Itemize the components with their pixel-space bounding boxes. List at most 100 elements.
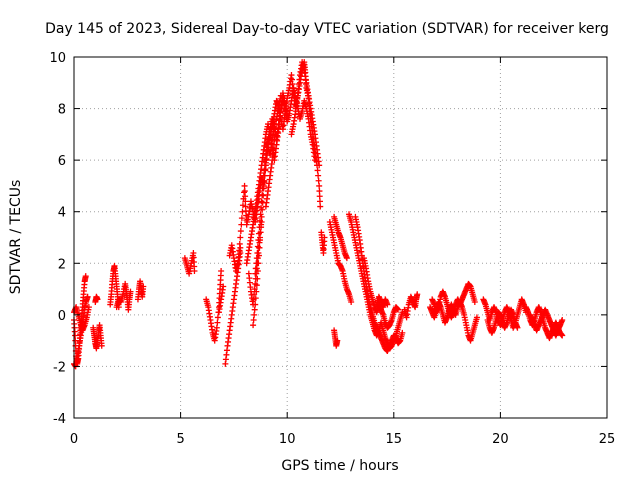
- x-tick-label: 15: [386, 432, 403, 447]
- data-point: [348, 298, 355, 305]
- data-point: [250, 296, 257, 303]
- data-point: [236, 240, 243, 247]
- data-point: [270, 146, 277, 153]
- data-point: [238, 221, 245, 228]
- data-point: [237, 234, 244, 241]
- data-point: [252, 275, 259, 282]
- data-point: [238, 215, 245, 222]
- data-point: [315, 172, 322, 179]
- data-point: [395, 306, 402, 313]
- data-point: [256, 239, 263, 246]
- data-point: [262, 166, 269, 173]
- data-point: [242, 198, 249, 205]
- y-tick-label: 10: [49, 51, 66, 66]
- x-tick-label: 20: [492, 432, 509, 447]
- y-tick-label: 6: [58, 154, 66, 169]
- data-point: [277, 92, 284, 99]
- data-point: [253, 265, 260, 272]
- data-point: [258, 213, 265, 220]
- x-tick-label: 5: [176, 432, 184, 447]
- data-point: [261, 179, 268, 186]
- data-point: [72, 332, 79, 339]
- data-point: [255, 249, 262, 256]
- data-point: [191, 268, 198, 275]
- data-point: [259, 206, 266, 213]
- data-point: [316, 188, 323, 195]
- plot-frame: [73, 56, 608, 419]
- x-tick-label: 0: [70, 432, 78, 447]
- y-tick-label: 0: [58, 309, 66, 324]
- data-point: [258, 224, 265, 231]
- y-tick-label: -4: [53, 412, 66, 427]
- data-point: [314, 167, 321, 174]
- data-point: [94, 296, 101, 303]
- y-axis-label: SDTVAR / TECUs: [8, 180, 24, 295]
- data-point: [127, 288, 134, 295]
- data-point: [315, 177, 322, 184]
- data-point: [250, 322, 257, 329]
- y-tick-label: 2: [58, 257, 66, 272]
- data-point: [250, 317, 257, 324]
- data-point: [316, 198, 323, 205]
- data-point: [220, 283, 227, 290]
- data-point: [559, 317, 566, 324]
- data-point: [273, 121, 280, 128]
- data-point: [270, 141, 277, 148]
- data-point: [140, 283, 147, 290]
- data-point: [414, 291, 421, 298]
- data-point: [241, 182, 248, 189]
- data-point: [317, 203, 324, 210]
- data-point: [316, 162, 323, 169]
- data-point: [384, 301, 391, 308]
- data-point: [82, 273, 89, 280]
- data-point: [251, 286, 258, 293]
- data-point: [284, 110, 291, 117]
- axis-ticks: [73, 56, 608, 419]
- data-point: [218, 268, 225, 275]
- data-point: [255, 244, 262, 251]
- chart-title: Day 145 of 2023, Sidereal Day-to-day VTE…: [45, 21, 609, 37]
- data-point: [514, 324, 521, 331]
- data-point: [235, 253, 242, 260]
- data-point: [85, 304, 92, 311]
- data-point: [257, 229, 264, 236]
- data-point: [269, 157, 276, 164]
- data-point: [98, 342, 105, 349]
- data-point: [237, 228, 244, 235]
- data-point: [316, 182, 323, 189]
- data-point: [316, 193, 323, 200]
- data-point: [269, 151, 276, 158]
- data-point: [252, 280, 259, 287]
- data-point: [261, 167, 268, 174]
- data-point: [213, 324, 220, 331]
- data-point: [258, 219, 265, 226]
- data-point: [261, 172, 268, 179]
- data-point: [241, 188, 248, 195]
- data-point: [251, 291, 258, 298]
- data-point: [271, 131, 278, 138]
- y-tick-label: -2: [53, 360, 66, 375]
- data-point: [559, 332, 566, 339]
- data-point: [235, 260, 242, 267]
- data-point: [84, 293, 91, 300]
- data-point: [473, 314, 480, 321]
- data-point: [250, 301, 257, 308]
- data-point: [251, 311, 258, 318]
- data-point: [239, 202, 246, 209]
- data-point: [257, 234, 264, 241]
- data-point: [399, 329, 406, 336]
- data-point: [253, 270, 260, 277]
- x-tick-label: 25: [599, 432, 616, 447]
- data-point: [258, 198, 265, 205]
- data-point: [251, 306, 258, 313]
- data-point: [343, 255, 350, 262]
- tick-labels: 0 5 10 15 20 25 -4 -2 0 2 4 6 8 10: [49, 51, 615, 447]
- x-axis-label: GPS time / hours: [281, 458, 398, 474]
- data-point: [272, 126, 279, 133]
- x-tick-label: 10: [279, 432, 296, 447]
- data-point: [236, 247, 243, 254]
- data-point: [260, 185, 267, 192]
- data-point: [254, 255, 261, 262]
- y-tick-label: 4: [58, 206, 66, 221]
